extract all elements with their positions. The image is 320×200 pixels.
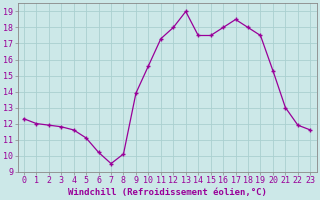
- X-axis label: Windchill (Refroidissement éolien,°C): Windchill (Refroidissement éolien,°C): [68, 188, 267, 197]
